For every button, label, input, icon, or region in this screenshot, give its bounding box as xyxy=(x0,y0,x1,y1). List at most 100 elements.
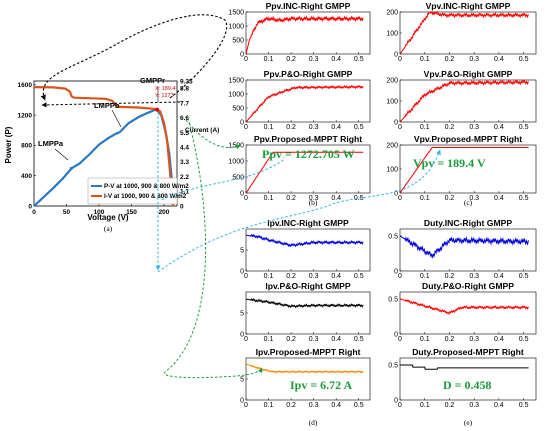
subplot-ytick-label: 100 xyxy=(386,98,398,105)
subplot-xtick-label: 0.3 xyxy=(309,195,319,202)
subplot-title: Vpv.INC-Right GMPP xyxy=(426,1,511,11)
subplot-xtick-label: 0 xyxy=(244,336,248,343)
subplot-xtick-label: 0.5 xyxy=(354,56,364,63)
annot-lmppb: LMPPb xyxy=(94,101,120,110)
subplot-xtick-label: 0.5 xyxy=(354,402,364,409)
subplot-ytick-label: 0.5 xyxy=(388,362,398,369)
subplot-xtick-label: 0.5 xyxy=(519,124,529,131)
subplot-ytick-label: 0 xyxy=(240,190,244,197)
subplot-xtick-label: 0.3 xyxy=(309,124,319,131)
subplot-xtick-label: 0.1 xyxy=(420,56,430,63)
annot-gmppr: GMPPr xyxy=(140,76,165,85)
subplot-title: Ipv.P&O-Right GMPP xyxy=(265,281,351,291)
subplot-xtick-label: 0 xyxy=(398,273,402,280)
subplot-ytick-label: 500 xyxy=(232,174,244,181)
subplot-xtick-label: 0.4 xyxy=(494,124,504,131)
subplot-trace xyxy=(245,298,364,309)
subplot-xtick-label: 0.2 xyxy=(286,402,296,409)
subplot-ytick-label: 1000 xyxy=(228,91,244,98)
subplot-8: Ipv.P&O-Right GMPP 0 0.1 0.2 0.3 0.4 0.5 0 5 xyxy=(240,281,371,343)
connector-arrows xyxy=(40,14,441,379)
subplot-xtick-label: 0.3 xyxy=(469,336,479,343)
subplot-xtick-label: 0.1 xyxy=(420,124,430,131)
subplot-ytick-label: 0 xyxy=(394,119,398,126)
subplot-xtick-label: 0.3 xyxy=(309,402,319,409)
subplot-xtick-label: 0.1 xyxy=(264,56,274,63)
annot-lmppa: LMPPa xyxy=(38,139,64,148)
subplot-ytick-label: 100 xyxy=(386,166,398,173)
subplot-trace xyxy=(399,298,529,315)
subplot-trace xyxy=(400,364,529,370)
subplot-trace xyxy=(245,84,364,123)
subplot-2: Ppv.P&O-Right GMPP 0 0.1 0.2 0.3 0.4 0.5 0 500 10… xyxy=(228,69,371,131)
subplot-xtick-label: 0.5 xyxy=(519,402,529,409)
arrow-cyan-ppv xyxy=(161,156,285,201)
subplot-xtick-label: 0.4 xyxy=(494,402,504,409)
subplot-ytick-label: 0 xyxy=(240,51,244,58)
subplot-ytick-label: 1500 xyxy=(228,142,244,149)
subplot-ytick-label: 0 xyxy=(240,331,244,338)
subplot-6: Vpv.Proposed-MPPT Right 0 0.1 0.2 0.3 0.4 0.5 0… xyxy=(386,134,537,202)
subplot-ytick-label: 0.5 xyxy=(388,296,398,303)
subplot-xtick-label: 0.4 xyxy=(331,336,341,343)
subplot-ytick-label: 0 xyxy=(240,397,244,404)
annot-x: X: 189.4 xyxy=(155,86,176,92)
subplot-xtick-label: 0.5 xyxy=(519,336,529,343)
subplot-title: Duty.INC-Right GMPP xyxy=(424,218,512,228)
subplot-xtick-label: 0.4 xyxy=(331,273,341,280)
subplot-xtick-label: 0.3 xyxy=(309,336,319,343)
subplot-title: Ipv.INC-Right GMPP xyxy=(267,218,349,228)
subplot-trace xyxy=(245,233,364,248)
subplot-ytick-label: 200 xyxy=(386,77,398,84)
arrow-black-left xyxy=(41,101,181,108)
callout-ipv: Ipv = 6.72 A xyxy=(290,378,353,392)
main-ylabel-right: Current (A) xyxy=(185,127,219,134)
subplot-ytick-label: 0 xyxy=(394,268,398,275)
subplot-xtick-label: 0.1 xyxy=(420,273,430,280)
main-ytick-label: 1600 xyxy=(18,82,33,89)
subplot-title: Ipv.Proposed-MPPT Right xyxy=(256,347,361,357)
subplot-title: Duty.Proposed-MPPT Right xyxy=(412,347,524,357)
subplot-ytick-label: 1000 xyxy=(228,23,244,30)
subplot-7: Ipv.INC-Right GMPP 0 0.1 0.2 0.3 0.4 0.5 0 5 xyxy=(240,218,371,280)
main-ytick-right-label: 8.8 xyxy=(180,86,189,93)
arrow-green-ipv xyxy=(163,117,263,379)
subplot-xtick-label: 0.2 xyxy=(286,273,296,280)
subplot-xtick-label: 0.3 xyxy=(469,124,479,131)
main-series xyxy=(33,86,175,207)
main-ytick-right-label: 6.6 xyxy=(180,115,189,122)
subplot-xtick-label: 0.3 xyxy=(309,56,319,63)
subplot-ytick-label: 5 xyxy=(240,247,244,254)
main-ytick-right-label: 3.3 xyxy=(180,159,189,166)
subplot-xtick-label: 0.3 xyxy=(469,273,479,280)
subplot-frame xyxy=(399,11,537,55)
subplot-xtick-label: 0 xyxy=(244,124,248,131)
subplot-5: Vpv.P&O-Right GMPP 0 0.1 0.2 0.3 0.4 0.5 0 100 20… xyxy=(386,69,537,131)
main-ytick-right-label: 4.4 xyxy=(180,144,189,151)
subplot-1: Ppv.INC-Right GMPP 0 0.1 0.2 0.3 0.4 0.5 0 500 10… xyxy=(228,1,371,63)
subplot-9: Ipv.Proposed-MPPT Right 0 0.1 0.2 0.3 0.4 0.5 0… xyxy=(240,347,371,409)
subplot-frame xyxy=(245,291,371,335)
main-legend: P-V at 1000, 900 & 800 W/m2 I-V at 1000,… xyxy=(87,177,189,205)
subplot-xtick-label: 0.3 xyxy=(469,402,479,409)
subplot-xtick-label: 0.2 xyxy=(286,195,296,202)
subplot-trace xyxy=(245,15,364,55)
local-mpp-marker xyxy=(69,166,73,170)
main-ticks: 0 50 100 150 200 0 400 800 1200 1600 0 1.1 2.2 3.3 4.4… xyxy=(18,78,194,216)
subplot-trace xyxy=(399,147,529,194)
main-ytick-label: 0 xyxy=(28,203,32,210)
arrow-green-ppv xyxy=(185,119,241,150)
subplot-xtick-label: 0.2 xyxy=(445,195,455,202)
subplot-10: Duty.INC-Right GMPP 0 0.1 0.2 0.3 0.4 0.5 0 0.5 xyxy=(388,218,537,280)
subplot-xtick-label: 0.1 xyxy=(420,195,430,202)
main-ylabel: Power (P) xyxy=(4,126,13,163)
subplot-xtick-label: 0.2 xyxy=(445,402,455,409)
legend-box xyxy=(87,177,178,205)
main-ytick-label: 400 xyxy=(21,173,32,180)
subplot-ytick-label: 100 xyxy=(386,30,398,37)
subplot-xtick-label: 0 xyxy=(244,273,248,280)
subplot-xtick-label: 0.1 xyxy=(264,273,274,280)
subplot-frame xyxy=(399,228,537,272)
subplot-ytick-label: 0 xyxy=(240,119,244,126)
subplot-xtick-label: 0.5 xyxy=(519,56,529,63)
